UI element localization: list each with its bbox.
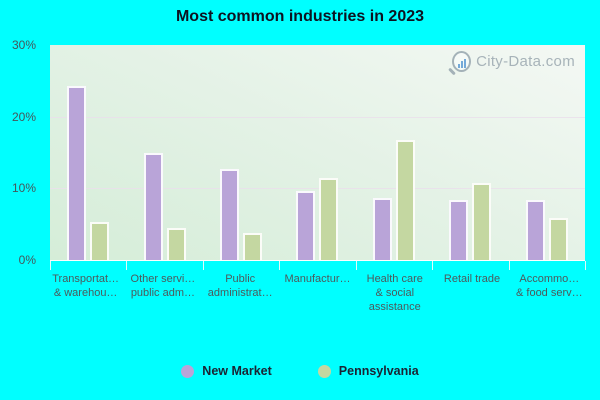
x-axis-label: Accommo… & food serv… [516,273,583,299]
bar-pennsylvania [319,178,339,260]
x-axis-label: Manufactur… [284,273,351,285]
legend-item: Pennsylvania [317,364,419,378]
legend-swatch-icon [181,364,195,378]
bar-new-market [67,85,87,260]
bar-group [203,45,279,260]
bar-new-market [372,197,392,260]
y-tick-label: 20% [11,109,36,124]
y-tick-label: 30% [11,38,36,52]
x-axis-label: Health care & social assistance [366,273,423,313]
x-axis-ticks [50,261,586,270]
x-axis-label: Retail trade [443,273,501,285]
bar-pennsylvania [395,140,415,260]
bar-group [509,45,585,260]
y-tick-label: 10% [11,181,36,196]
watermark-text: City-Data.com [476,53,575,70]
legend-swatch-icon [317,364,331,378]
bar-pennsylvania [243,232,263,260]
bar-pennsylvania [90,222,110,260]
legend-item: New Market [181,364,272,378]
x-tick [432,261,434,270]
x-tick [202,261,204,270]
x-axis-label: Public administrat… [207,273,273,299]
legend-label: New Market [202,364,272,378]
bar-new-market [296,191,316,260]
plot-area: City-Data.com [50,45,585,261]
x-tick [126,261,128,270]
bar-new-market [449,199,469,260]
x-axis-label: Other servi… public adm… [130,273,196,299]
bar-group [126,45,202,260]
bar-pennsylvania [548,217,568,260]
bar-new-market [525,199,545,260]
x-tick [355,261,357,270]
bar-groups [50,45,585,260]
x-tick [279,261,281,270]
gridline [50,188,585,190]
magnifier-icon [452,51,472,72]
bar-new-market [143,152,163,260]
legend-label: Pennsylvania [338,364,419,378]
bar-group [279,45,355,260]
legend: New Market Pennsylvania [0,364,600,378]
x-axis-labels: Transportat… & warehou… Other servi… public… [47,272,588,314]
y-tick-label: 0% [18,253,36,267]
bar-group [50,45,126,260]
bar-group [432,45,508,260]
bar-pennsylvania [166,227,186,260]
bar-pennsylvania [472,182,492,260]
x-axis-label: Transportat… & warehou… [52,273,120,299]
watermark: City-Data.com [452,51,575,72]
chart-title: Most common industries in 2023 [175,8,425,25]
gridline [50,116,585,118]
x-tick [50,261,51,270]
x-tick [585,261,586,270]
bar-group [356,45,432,260]
bar-new-market [220,168,240,260]
x-tick [508,261,510,270]
